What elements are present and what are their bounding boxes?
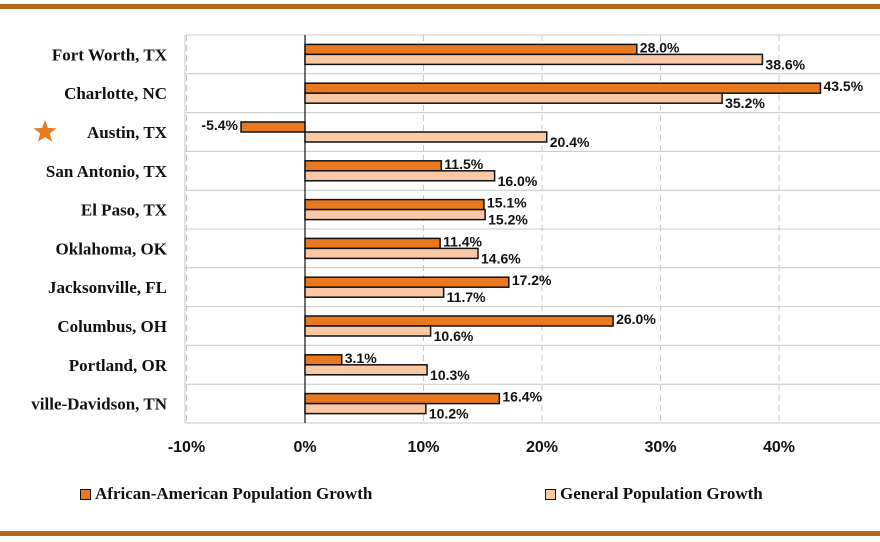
bar-african-american xyxy=(240,121,306,133)
bar-african-american xyxy=(304,315,614,327)
bar-african-american xyxy=(304,198,485,211)
bar-general-population xyxy=(304,364,428,376)
bar-general-population xyxy=(304,402,427,415)
legend-label-general: General Population Growth xyxy=(560,484,763,503)
data-label-african-american: 11.4% xyxy=(443,233,482,249)
bar-african-american xyxy=(304,82,822,94)
legend-label-african-american: African-American Population Growth xyxy=(95,484,373,503)
category-label: Columbus, OH xyxy=(57,317,167,336)
bar-general-population xyxy=(304,170,496,182)
data-label-african-american: 16.4% xyxy=(502,389,542,405)
legend-swatch-african-american xyxy=(80,488,91,500)
data-label-general-population: 16.0% xyxy=(498,173,538,189)
bar-african-american xyxy=(304,354,343,366)
legend-item-african-american: African-American Population Growth xyxy=(80,484,372,504)
data-label-african-american: 17.2% xyxy=(512,272,552,288)
data-label-general-population: 10.6% xyxy=(434,328,474,344)
data-label-african-american: 3.1% xyxy=(345,350,377,366)
bar-chart: -10% 0% 10% 20% 30% 40% Fort Worth, TX 28.0% 38.… xyxy=(31,34,880,456)
category-label: Austin, TX xyxy=(87,123,168,142)
data-label-african-american: 26.0% xyxy=(616,311,656,327)
top-frame-rule xyxy=(0,4,880,9)
bar-general-population xyxy=(304,92,723,104)
category-label: Fort Worth, TX xyxy=(52,45,168,64)
category-label: San Antonio, TX xyxy=(46,162,168,181)
data-label-african-american: 43.5% xyxy=(823,78,863,94)
x-tick-label: 40% xyxy=(763,439,795,456)
category-label: Jacksonville, FL xyxy=(48,278,167,297)
data-label-general-population: 14.6% xyxy=(481,250,521,266)
bar-african-american xyxy=(304,237,441,250)
bar-african-american xyxy=(304,160,443,172)
data-label-general-population: 38.6% xyxy=(765,56,805,72)
bar-general-population xyxy=(304,325,432,337)
data-label-african-american: 15.1% xyxy=(487,195,527,211)
bar-general-population xyxy=(304,131,548,143)
category-label: ville-Davidson, TN xyxy=(31,395,167,414)
data-label-general-population: 10.3% xyxy=(430,367,470,383)
data-label-general-population: 10.2% xyxy=(429,406,469,422)
x-tick-label: 20% xyxy=(526,439,558,456)
bar-general-population xyxy=(304,208,486,221)
data-label-general-population: 15.2% xyxy=(488,212,528,228)
data-label-african-american: -5.4% xyxy=(201,117,238,133)
data-label-general-population: 20.4% xyxy=(550,134,590,150)
bar-general-population xyxy=(304,286,445,298)
bottom-frame-rule xyxy=(0,531,880,536)
x-tick-label: 30% xyxy=(644,439,676,456)
x-tick-label: 0% xyxy=(293,439,316,456)
x-tick-label: -10% xyxy=(168,439,205,456)
category-label: Charlotte, NC xyxy=(64,84,167,103)
bar-general-population xyxy=(304,247,479,260)
bar-african-american xyxy=(304,276,510,288)
data-label-african-american: 11.5% xyxy=(444,156,483,172)
data-label-general-population: 35.2% xyxy=(725,95,765,111)
data-label-african-american: 28.0% xyxy=(640,39,680,55)
star-icon xyxy=(33,120,57,142)
category-label: El Paso, TX xyxy=(81,201,168,220)
category-label: Portland, OR xyxy=(69,356,168,375)
legend-item-general: General Population Growth xyxy=(545,484,763,504)
data-label-general-population: 11.7% xyxy=(447,289,486,305)
legend-swatch-general xyxy=(545,488,556,500)
bar-african-american xyxy=(304,43,638,56)
x-tick-label: 10% xyxy=(407,439,439,456)
bar-general-population xyxy=(304,53,764,66)
bar-african-american xyxy=(304,392,501,405)
category-label: Oklahoma, OK xyxy=(56,239,168,258)
